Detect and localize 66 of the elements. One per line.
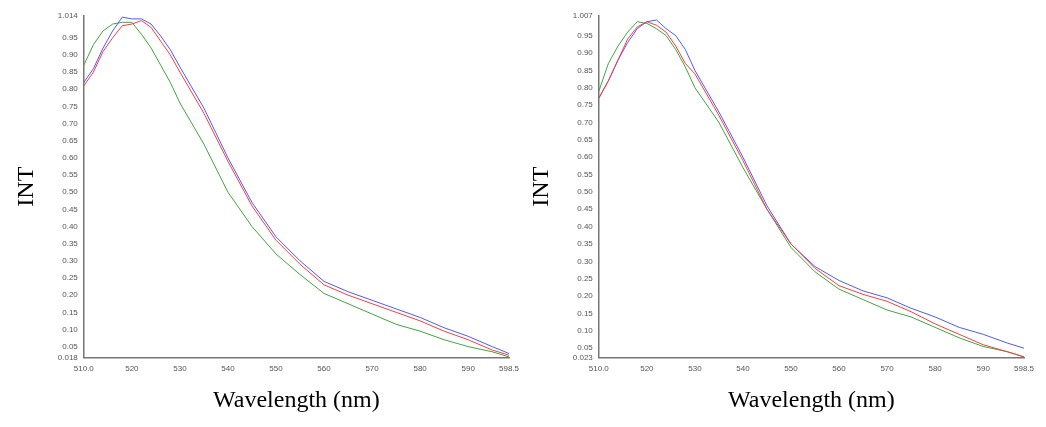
y-tick-label: 0.35 <box>577 239 594 249</box>
y-tick-label: 0.65 <box>62 135 79 145</box>
y-tick-label: 0.60 <box>577 152 594 162</box>
x-axis-title: Wavelength (nm) <box>728 385 895 412</box>
y-tick-label: 0.70 <box>577 117 594 127</box>
y-axis-title: INT <box>526 166 553 207</box>
x-tick-label: 540 <box>221 363 236 373</box>
y-tick-label: 0.65 <box>577 135 594 145</box>
x-tick-label: 580 <box>413 363 428 373</box>
y-tick-label: 0.95 <box>577 30 594 40</box>
y-tick-label: 0.75 <box>577 100 594 110</box>
y-tick-label: 0.50 <box>62 187 79 197</box>
y-tick-label: 0.95 <box>62 32 79 42</box>
y-tick-label: 0.45 <box>577 204 594 214</box>
x-tick-label: 550 <box>784 363 799 373</box>
y-tick-label: 0.05 <box>577 343 594 353</box>
x-tick-label: 560 <box>832 363 847 373</box>
y-tick-label: 0.25 <box>577 273 594 283</box>
x-tick-label: 510.0 <box>588 363 610 373</box>
y-tick-label: 0.018 <box>57 352 79 362</box>
y-tick-label: 0.15 <box>577 308 594 318</box>
x-tick-label: 510.0 <box>73 363 95 373</box>
y-tick-label: 0.40 <box>577 221 594 231</box>
x-tick-label: 550 <box>269 363 284 373</box>
x-tick-label: 530 <box>173 363 188 373</box>
y-tick-label: 0.85 <box>577 65 594 75</box>
x-tick-label: 520 <box>640 363 655 373</box>
x-tick-label: 590 <box>461 363 476 373</box>
x-tick-label: 598.5 <box>498 363 520 373</box>
y-tick-label: 0.55 <box>62 170 79 180</box>
x-tick-label: 598.5 <box>1013 363 1035 373</box>
x-tick-label: 540 <box>736 363 751 373</box>
y-tick-label: 1.014 <box>57 11 79 20</box>
x-tick-label: 580 <box>928 363 943 373</box>
x-axis-title: Wavelength (nm) <box>213 385 380 412</box>
x-tick-label: 560 <box>317 363 332 373</box>
y-tick-label: 1.007 <box>572 11 594 20</box>
y-tick-label: 0.75 <box>62 101 79 111</box>
y-tick-label: 0.10 <box>577 326 594 336</box>
y-tick-label: 0.85 <box>62 67 79 77</box>
y-tick-label: 0.35 <box>62 238 79 248</box>
y-tick-label: 0.70 <box>62 118 79 128</box>
y-tick-label: 0.60 <box>62 153 79 163</box>
y-tick-label: 0.40 <box>62 221 79 231</box>
y-tick-label: 0.10 <box>62 324 79 334</box>
y-tick-label: 0.90 <box>62 50 79 60</box>
y-tick-label: 0.30 <box>577 256 594 266</box>
y-tick-label: 0.15 <box>62 307 79 317</box>
y-tick-label: 0.05 <box>62 341 79 351</box>
y-tick-label: 0.023 <box>572 352 594 362</box>
y-tick-label: 0.50 <box>577 187 594 197</box>
y-tick-label: 0.80 <box>577 82 594 92</box>
x-tick-label: 570 <box>365 363 380 373</box>
y-tick-label: 0.90 <box>577 48 594 58</box>
y-tick-label: 0.20 <box>577 291 594 301</box>
y-tick-label: 0.30 <box>62 256 79 266</box>
x-tick-label: 530 <box>688 363 703 373</box>
y-axis-title: INT <box>11 166 38 207</box>
x-tick-label: 520 <box>125 363 140 373</box>
x-tick-label: 590 <box>976 363 991 373</box>
y-tick-label: 0.80 <box>62 84 79 94</box>
y-tick-label: 0.25 <box>62 273 79 283</box>
y-tick-label: 0.45 <box>62 204 79 214</box>
y-tick-label: 0.55 <box>577 169 594 179</box>
x-tick-label: 570 <box>880 363 895 373</box>
y-tick-label: 0.20 <box>62 290 79 300</box>
